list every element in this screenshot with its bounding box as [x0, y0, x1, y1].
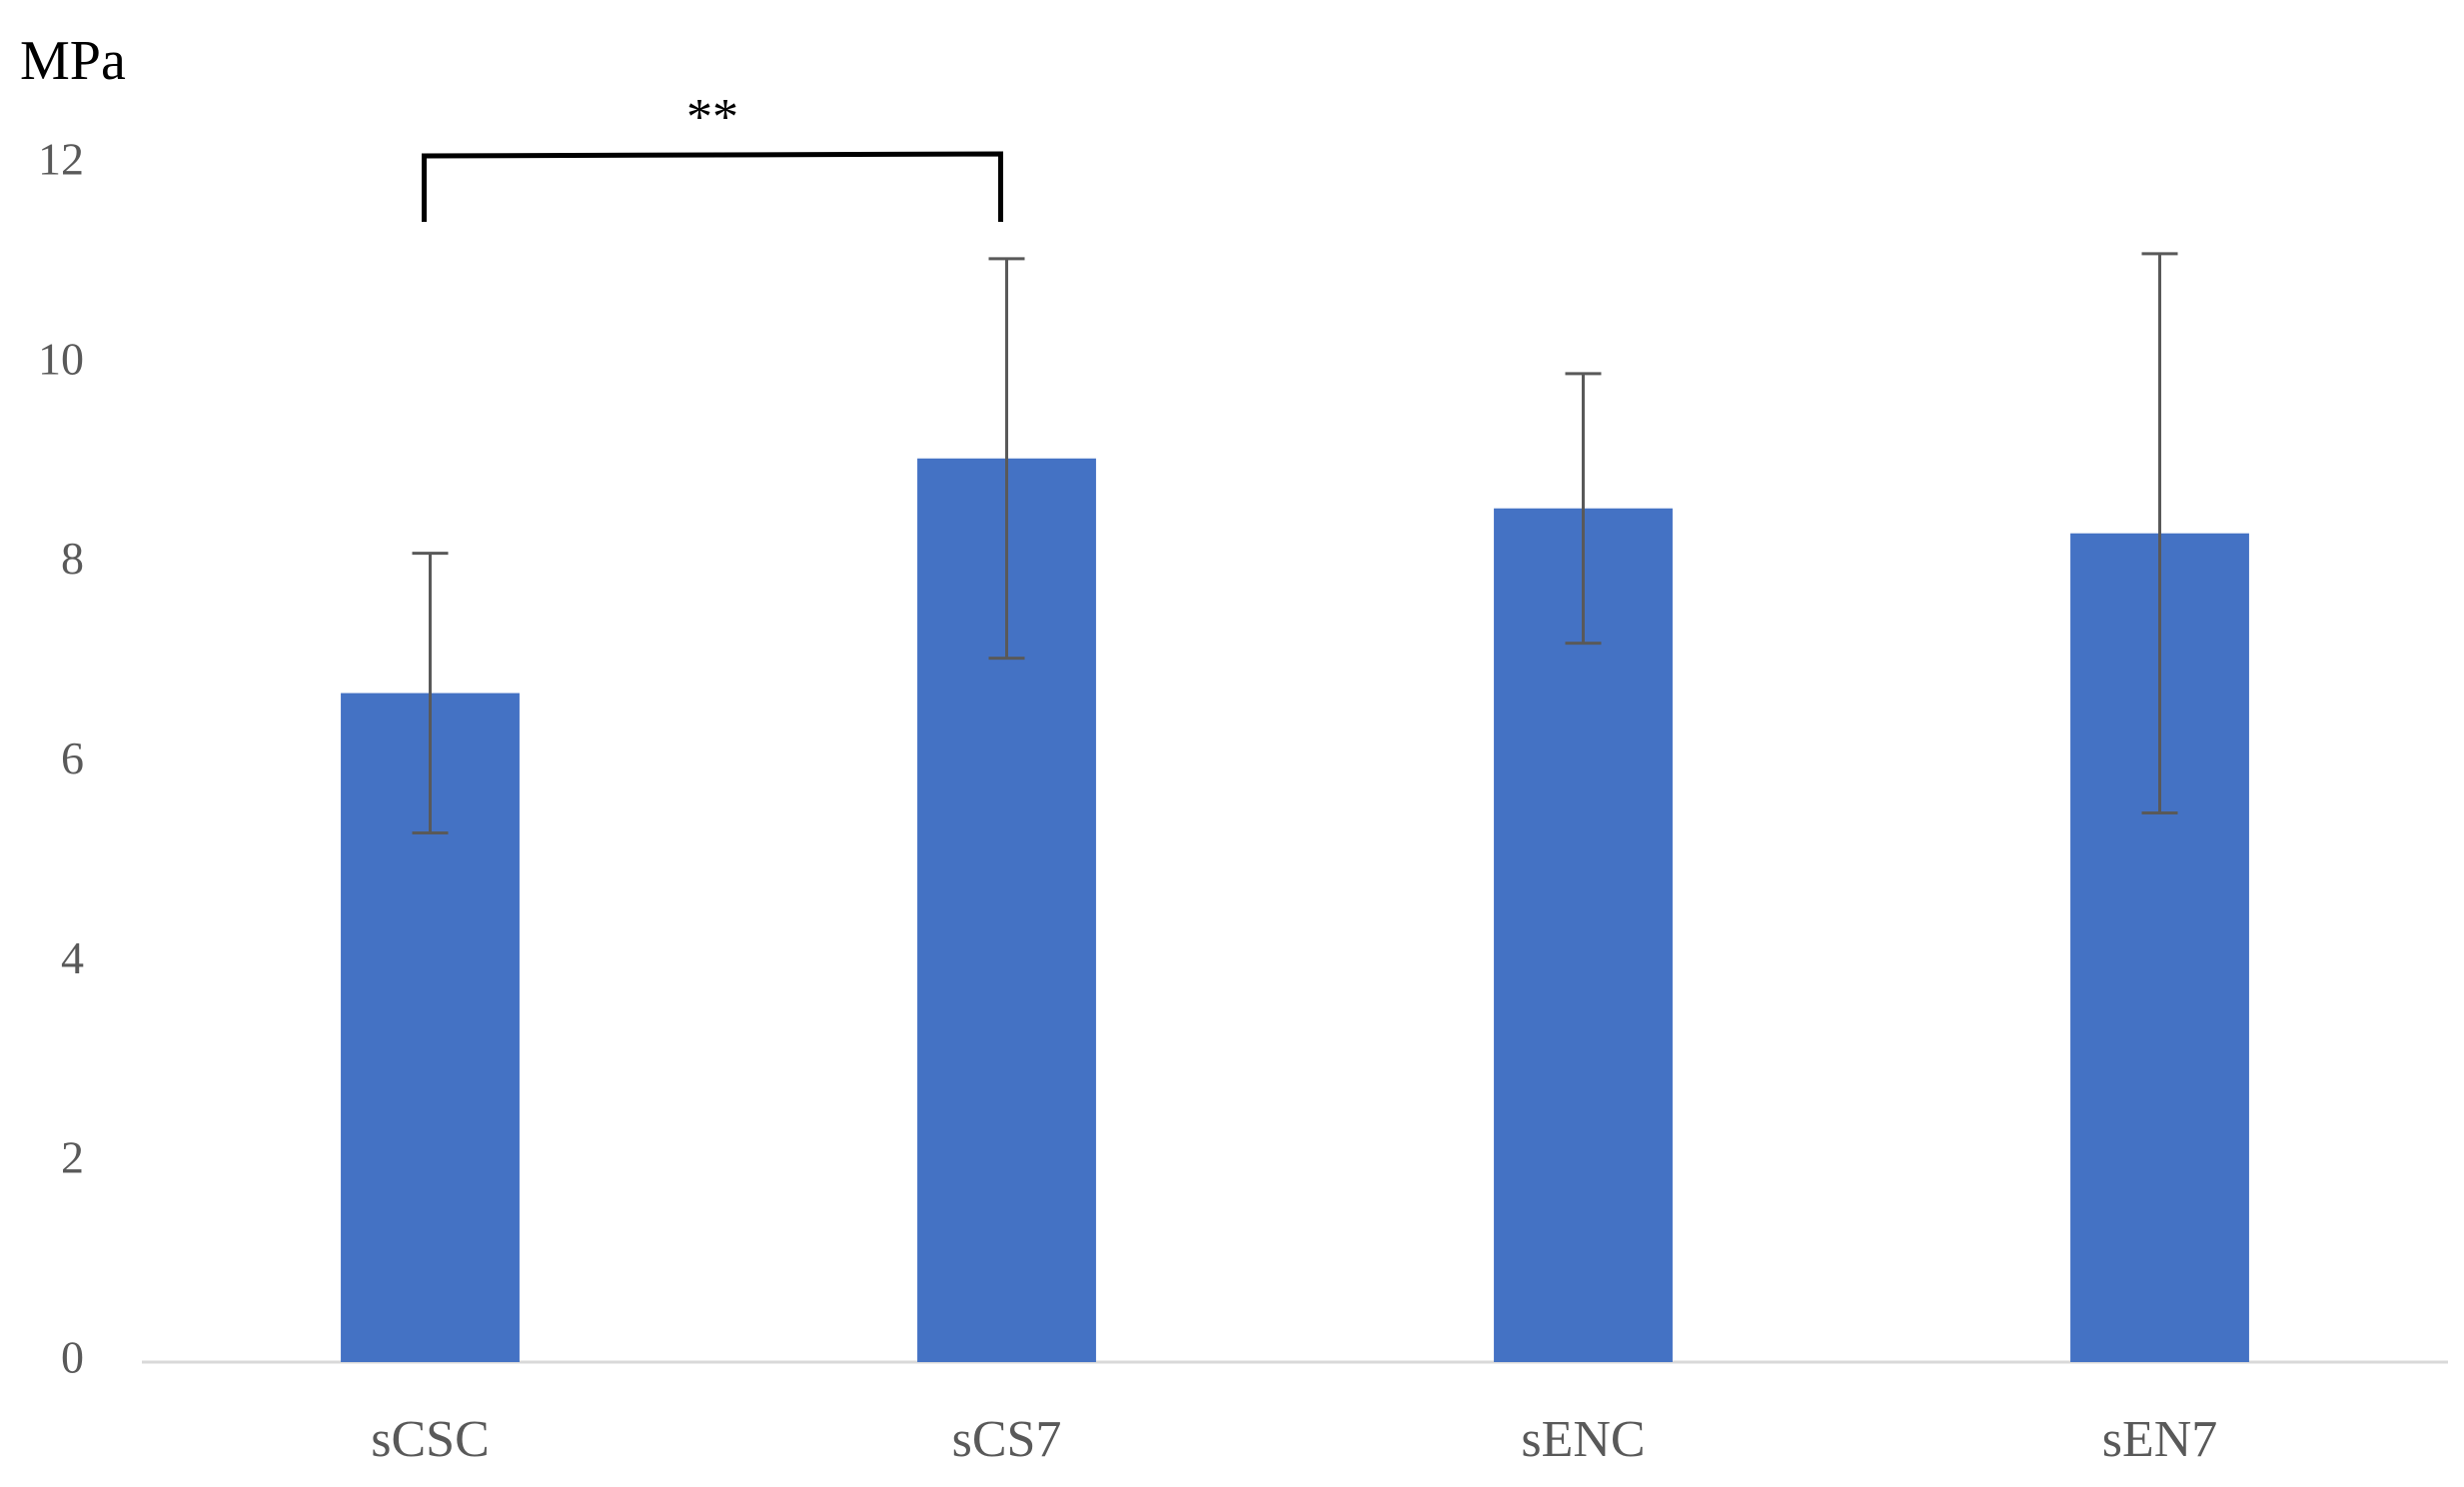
- y-tick-label: 12: [38, 134, 84, 185]
- y-tick-label: 6: [61, 733, 84, 783]
- y-tick-label: 8: [61, 533, 84, 584]
- x-tick-label: sCSC: [371, 1411, 490, 1468]
- error-bar: [1565, 372, 1602, 646]
- error-bar: [988, 257, 1025, 661]
- y-tick-label: 10: [38, 333, 84, 384]
- error-bar: [2141, 252, 2178, 814]
- x-tick-label: sCS7: [952, 1411, 1062, 1468]
- significance-label: **: [686, 89, 738, 146]
- x-tick-label: sENC: [1521, 1411, 1645, 1468]
- significance-bracket: [422, 151, 1003, 222]
- y-tick-label: 4: [61, 932, 84, 983]
- x-tick-label: sEN7: [2102, 1411, 2218, 1468]
- error-bar: [412, 552, 449, 834]
- bar: [1494, 508, 1673, 1362]
- y-tick-label: 2: [61, 1132, 84, 1183]
- y-tick-label: 0: [61, 1332, 84, 1383]
- y-axis-label: MPa: [20, 30, 126, 92]
